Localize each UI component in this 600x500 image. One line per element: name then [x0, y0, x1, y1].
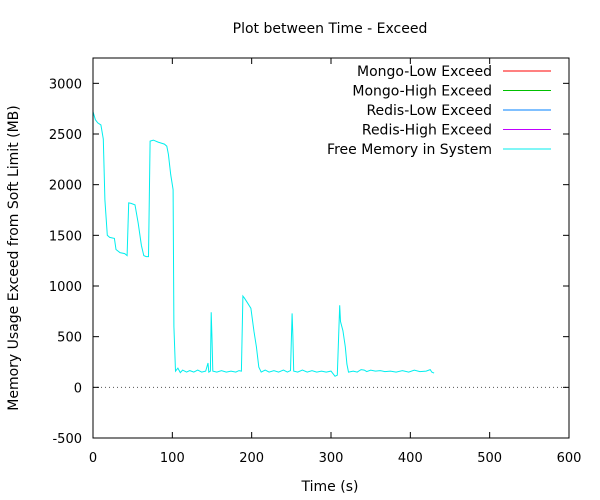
legend-label: Mongo-High Exceed: [352, 84, 492, 100]
x-tick-label: 0: [89, 451, 97, 466]
y-tick-label: 0: [74, 381, 82, 396]
series-line-4: [92, 111, 435, 377]
x-tick-label: 500: [477, 451, 502, 466]
y-tick-label: 1000: [49, 280, 82, 295]
chart-title: Plot between Time - Exceed: [233, 21, 428, 37]
y-tick-label: 500: [57, 331, 82, 346]
y-tick-label: 2000: [49, 179, 82, 194]
x-tick-label: 600: [557, 451, 582, 466]
legend-label: Mongo-Low Exceed: [357, 64, 492, 80]
x-tick-label: 400: [398, 451, 423, 466]
series-lines: [92, 111, 435, 377]
legend-label: Redis-Low Exceed: [366, 103, 492, 119]
legend-label: Redis-High Exceed: [362, 123, 492, 139]
x-tick-label: 200: [239, 451, 264, 466]
legend-label: Free Memory in System: [327, 142, 492, 158]
x-tick-label: 300: [319, 451, 344, 466]
y-tick-label: -500: [52, 432, 82, 447]
y-tick-label: 1500: [49, 229, 82, 244]
axis-ticks: 0 100 200 300 400 500 600 -500 0 500 1000 1500 2000 2…: [49, 58, 582, 466]
y-tick-label: 2500: [49, 128, 82, 143]
legend: Mongo-Low Exceed Mongo-High Exceed Redis-L…: [327, 64, 551, 158]
y-tick-label: 3000: [49, 77, 82, 92]
x-tick-label: 100: [160, 451, 185, 466]
plot-frame: [92, 57, 570, 439]
y-axis-label: Memory Usage Exceed from Soft Limit (MB): [6, 105, 22, 410]
x-axis-label: Time (s): [301, 479, 359, 495]
